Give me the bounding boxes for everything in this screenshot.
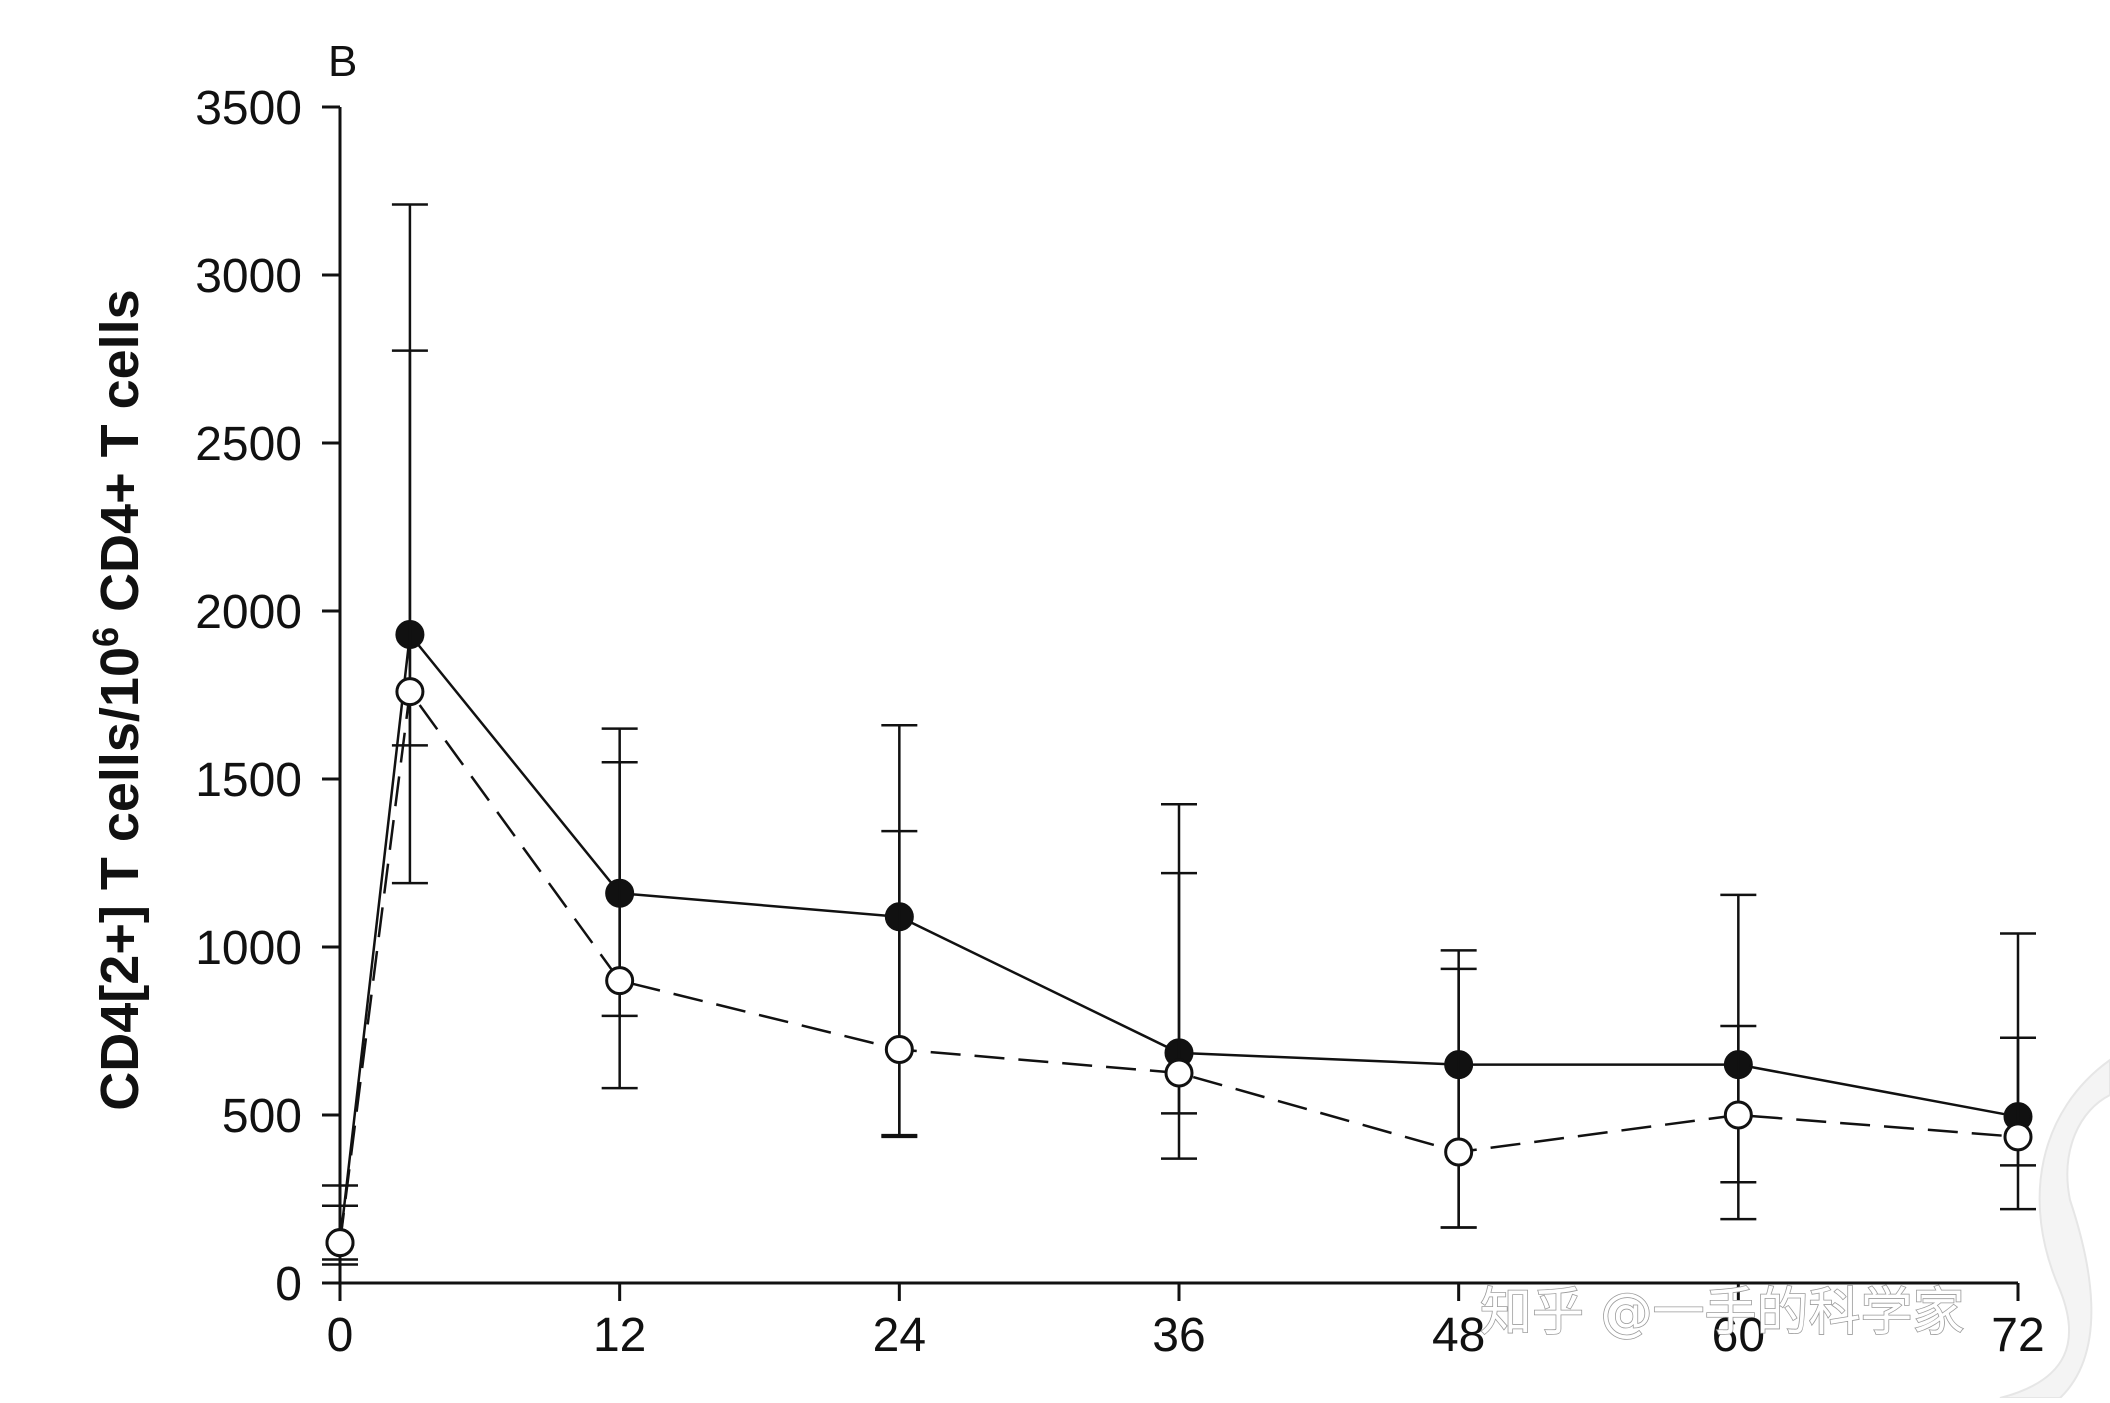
series-2 bbox=[322, 349, 2036, 1261]
y-tick-label: 1000 bbox=[195, 922, 302, 975]
x-tick-label: 24 bbox=[873, 1309, 926, 1362]
data-point bbox=[605, 966, 635, 996]
data-point bbox=[1164, 1058, 1194, 1088]
y-tick-label: 2000 bbox=[195, 586, 302, 639]
y-tick-label: 3000 bbox=[195, 250, 302, 303]
y-tick-label: 1500 bbox=[195, 754, 302, 807]
panel-label: B bbox=[328, 37, 357, 86]
y-axis-title-prefix: CD4[2+] T cells/10 bbox=[90, 647, 150, 1111]
data-point bbox=[2003, 1122, 2033, 1152]
data-point bbox=[884, 1034, 914, 1064]
y-axis-title: CD4[2+] T cells/106 CD4+ T cells bbox=[85, 289, 151, 1110]
x-tick-label: 36 bbox=[1152, 1309, 1205, 1362]
y-tick-label: 0 bbox=[275, 1258, 302, 1311]
series-line bbox=[338, 631, 2019, 1243]
x-tick-label: 48 bbox=[1432, 1309, 1485, 1362]
y-axis-title-superscript: 6 bbox=[85, 627, 126, 647]
watermark: 知乎 @一手的科学家 bbox=[1479, 1058, 2110, 1399]
y-axis-title-suffix: CD4+ T cells bbox=[90, 289, 150, 627]
x-tick-label: 12 bbox=[593, 1309, 646, 1362]
y-tick-label: 3500 bbox=[195, 82, 302, 135]
y-tick-label: 500 bbox=[222, 1090, 302, 1143]
data-point bbox=[325, 1228, 355, 1258]
x-tick-label: 60 bbox=[1712, 1309, 1765, 1362]
y-tick-label: 2500 bbox=[195, 418, 302, 471]
data-point bbox=[395, 677, 425, 707]
watermark-text: 知乎 @一手的科学家 bbox=[1480, 1283, 1965, 1343]
plot-area: 0 500 1000 1500 2000 2500 3000 3500 0 12 24 36 48 60 7… bbox=[195, 82, 2044, 1362]
data-point bbox=[1723, 1100, 1753, 1130]
series-line bbox=[338, 688, 2019, 1243]
x-tick-label: 0 bbox=[327, 1309, 354, 1362]
data-point bbox=[1444, 1137, 1474, 1167]
x-tick-label: 72 bbox=[1991, 1309, 2044, 1362]
